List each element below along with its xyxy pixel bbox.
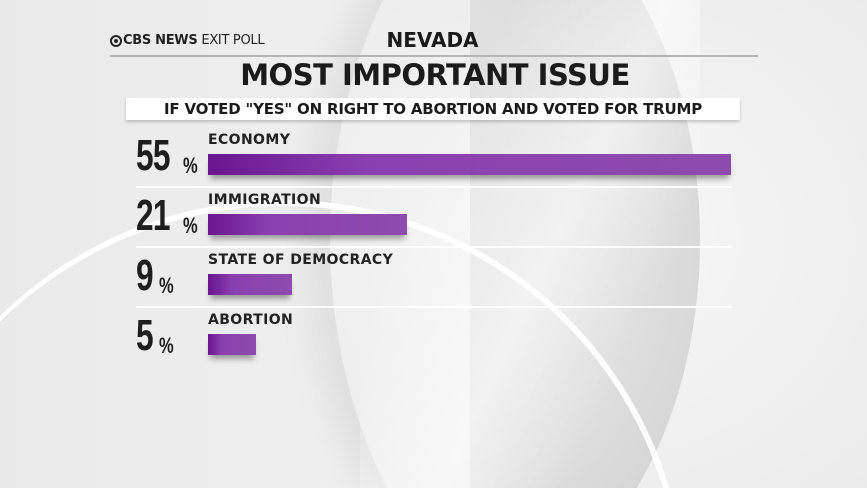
category-label: ECONOMY xyxy=(208,132,291,148)
category-label: IMMIGRATION xyxy=(208,192,322,208)
bar xyxy=(208,334,256,355)
percent-sign: % xyxy=(159,273,175,298)
header-divider xyxy=(110,55,758,57)
percent-number: 9 xyxy=(136,251,154,300)
chart-row: 9% STATE OF DEMOCRACY xyxy=(136,248,732,308)
brand-network: CBS NEWS xyxy=(123,33,198,48)
percent-number: 21 xyxy=(136,191,171,240)
state-name: NEVADA xyxy=(386,28,479,52)
category-label: ABORTION xyxy=(208,312,294,328)
bar xyxy=(208,274,292,295)
percent-number: 55 xyxy=(136,131,171,180)
brand-product: EXIT POLL xyxy=(201,33,265,48)
cbs-eye-icon xyxy=(110,34,122,47)
chart-subtitle: IF VOTED "YES" ON RIGHT TO ABORTION AND … xyxy=(126,98,740,120)
chart-row: 21% IMMIGRATION xyxy=(136,188,732,248)
percent-number: 5 xyxy=(136,311,154,360)
percent-value: 5% xyxy=(136,314,179,358)
bar xyxy=(208,154,731,175)
chart-title: MOST IMPORTANT ISSUE xyxy=(240,58,630,92)
percent-value: 21% xyxy=(136,194,203,238)
percent-value: 9% xyxy=(136,254,179,298)
brand-logo: CBS NEWS EXIT POLL xyxy=(110,33,265,48)
percent-sign: % xyxy=(182,153,198,178)
chart-row: 55% ECONOMY xyxy=(136,128,732,188)
percent-sign: % xyxy=(182,213,198,238)
row-divider xyxy=(136,246,732,248)
bar xyxy=(208,214,407,235)
row-divider xyxy=(136,186,732,188)
chart-row: 5% ABORTION xyxy=(136,308,732,368)
category-label: STATE OF DEMOCRACY xyxy=(208,252,394,268)
row-divider xyxy=(136,306,732,308)
percent-value: 55% xyxy=(136,134,203,178)
percent-sign: % xyxy=(159,333,175,358)
